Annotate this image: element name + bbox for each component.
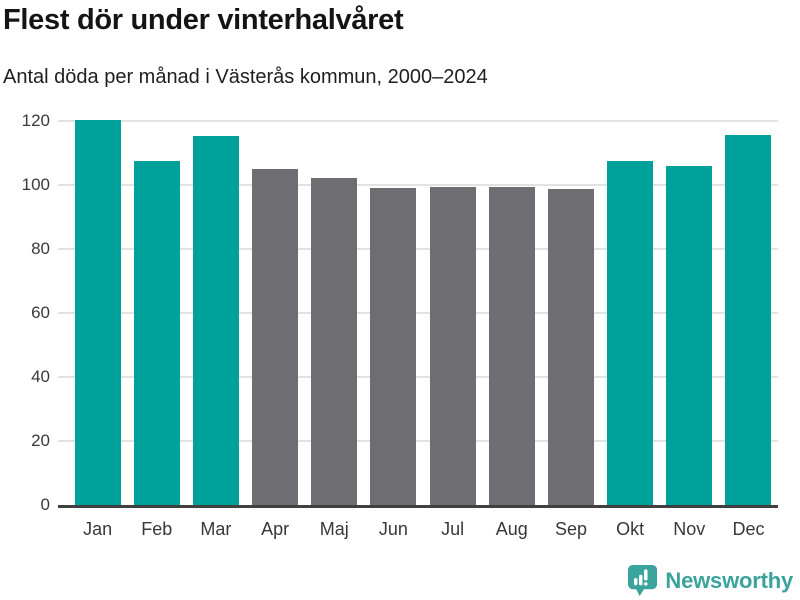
bar-chart-pin-icon (628, 565, 658, 596)
bar-slot-nov (660, 121, 719, 505)
x-tick-label-jun: Jun (378, 519, 408, 539)
y-tick-label-40: 40 (31, 367, 50, 386)
bar-dec (725, 134, 772, 505)
x-tick-label-jan: Jan (83, 519, 113, 539)
x-tick-label-nov: Nov (673, 519, 706, 539)
x-tick-label-aug: Aug (495, 519, 528, 539)
x-tick-label-jul: Jul (441, 519, 465, 539)
bar-slot-mar (186, 121, 245, 505)
plot-area: 0 20 40 60 80 100 120 (22, 111, 778, 514)
bar-mar (192, 136, 239, 505)
bar-okt (607, 161, 654, 505)
gridline-80 (58, 248, 778, 250)
chart-subtitle: Antal döda per månad i Västerås kommun, … (3, 66, 488, 88)
bar-slot-maj (305, 121, 364, 505)
bar-aug (488, 186, 535, 505)
gridline-20 (58, 440, 778, 442)
y-tick-label-80: 80 (31, 239, 50, 258)
y-tick-label-20: 20 (31, 431, 50, 450)
bar-jun (370, 187, 417, 505)
bar-feb (133, 161, 180, 505)
x-axis-line (58, 505, 778, 508)
bar-slot-apr (246, 121, 305, 505)
x-tick-label-dec: Dec (732, 519, 765, 539)
bar-slot-dec (719, 121, 778, 505)
bar-jul (429, 186, 476, 505)
brand-name: Newsworthy (665, 567, 793, 593)
x-tick-label-maj: Maj (319, 519, 349, 539)
gridline-40 (58, 376, 778, 378)
bar-slot-jan (68, 120, 127, 505)
bar-slot-sep (541, 121, 600, 505)
x-axis-labels: Jan Feb Mar Apr Maj Jun Jul Aug Sep Okt Nov Dec (68, 519, 778, 540)
chart-title: Flest dör under vinterhalvåret (3, 4, 404, 36)
bar-slot-jun (364, 121, 423, 505)
bar-apr (252, 168, 299, 505)
bar-slot-feb (127, 121, 186, 505)
bar-slot-aug (482, 121, 541, 505)
bar-slot-okt (601, 121, 660, 505)
bar-jan (74, 120, 121, 505)
bar-maj (311, 178, 358, 505)
y-tick-label-100: 100 (21, 175, 50, 194)
y-tick-label-60: 60 (31, 303, 50, 322)
x-tick-label-feb: Feb (141, 519, 173, 539)
bar-slot-jul (423, 121, 482, 505)
gridline-60 (58, 312, 778, 314)
gridline-120 (58, 120, 778, 122)
newsworthy-brand: Newsworthy (627, 564, 793, 597)
x-tick-label-mar: Mar (200, 519, 232, 539)
x-tick-label-okt: Okt (616, 519, 645, 539)
y-tick-label-0: 0 (40, 495, 50, 514)
x-tick-label-apr: Apr (261, 519, 290, 539)
x-tick-label-sep: Sep (554, 519, 587, 539)
bar-sep (547, 188, 594, 505)
bar-series (68, 120, 778, 505)
y-tick-label-120: 120 (21, 111, 50, 130)
bar-nov (666, 166, 713, 505)
gridline-100 (58, 184, 778, 186)
